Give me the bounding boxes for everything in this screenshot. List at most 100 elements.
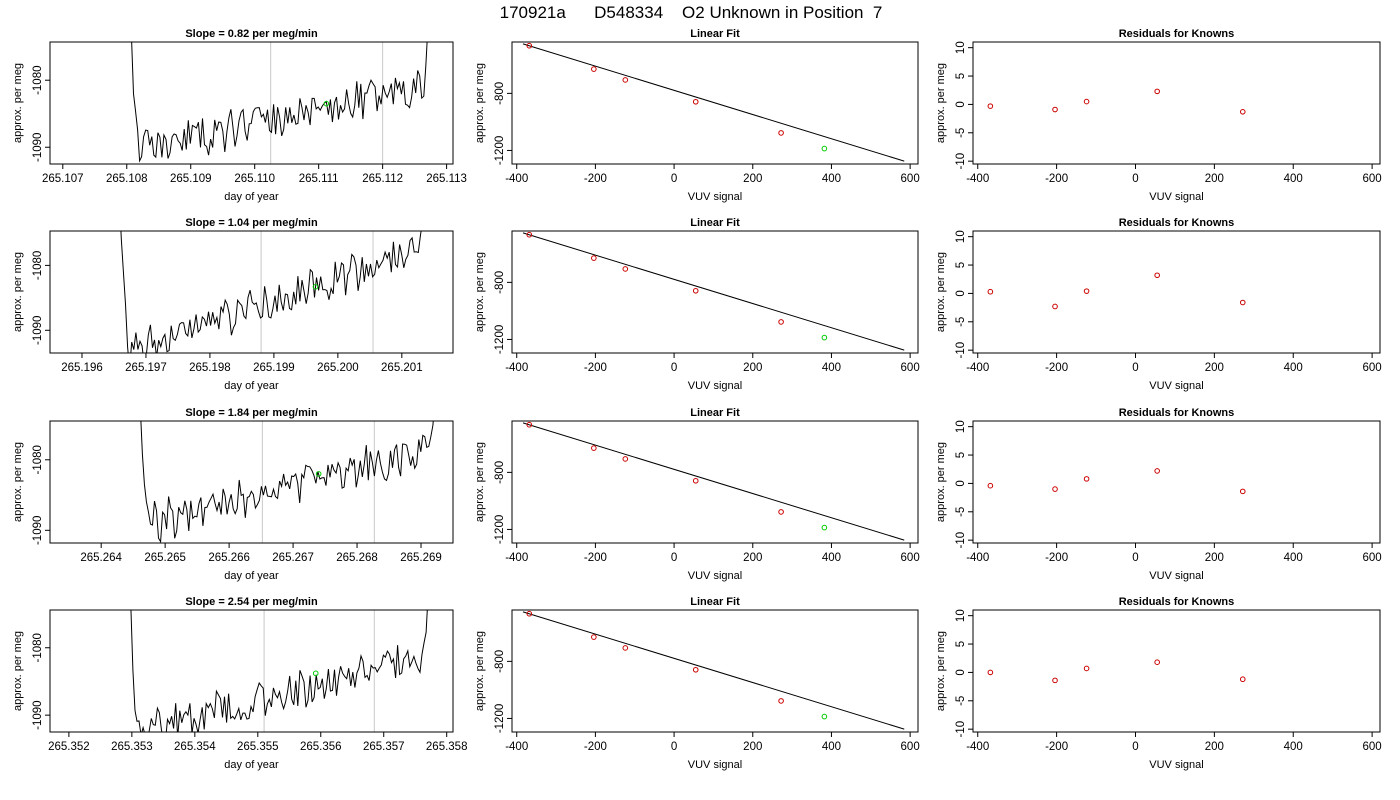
x-tick-label: 400 xyxy=(1284,741,1303,753)
x-tick-label: 600 xyxy=(1363,552,1382,564)
plot-area xyxy=(131,42,428,164)
x-tick-label: 200 xyxy=(1205,741,1224,753)
known-point-0 xyxy=(526,610,533,617)
panel-r1-c1: Linear Fit -400 -200 0 200 400 600 -800 -1200 VUV… xyxy=(474,217,920,392)
x-tick-label: -200 xyxy=(584,362,607,374)
trace-line xyxy=(130,610,428,732)
y-axis-label: approx. per meg xyxy=(12,631,24,711)
unknown-marker xyxy=(312,284,319,290)
x-tick-label: 0 xyxy=(1132,362,1138,374)
trace-line xyxy=(131,42,428,163)
panel-title: Linear Fit xyxy=(690,28,740,40)
y-tick-label: -1080 xyxy=(32,65,44,94)
plot-frame xyxy=(972,230,1381,354)
x-tick-label: 265.109 xyxy=(170,173,212,185)
x-tick-label: 265.352 xyxy=(48,741,90,753)
panel-title: Linear Fit xyxy=(690,407,740,419)
plot-area xyxy=(522,610,905,730)
x-tick-label: 0 xyxy=(671,362,677,374)
panel-r3-c2: Residuals for Knowns -400 -200 0 200 400 600 10… xyxy=(935,596,1382,771)
x-tick-label: -200 xyxy=(1045,741,1068,753)
x-tick-label: 265.110 xyxy=(234,173,275,185)
panel-title: Slope = 1.04 per meg/min xyxy=(185,217,318,229)
x-tick-label: 400 xyxy=(1284,362,1303,374)
plot-area xyxy=(522,421,905,541)
x-tick-label: -200 xyxy=(584,552,607,564)
x-axis-label: day of year xyxy=(224,759,279,771)
plot-frame xyxy=(511,609,919,733)
y-tick-label: -1090 xyxy=(32,133,44,162)
y-tick-label: -10 xyxy=(955,342,967,359)
y-tick-label: 5 xyxy=(955,73,967,79)
y-tick-label: 10 xyxy=(955,609,967,622)
y-tick-label: 0 xyxy=(955,669,967,675)
x-tick-label: 265.264 xyxy=(80,552,122,564)
x-tick-label: -400 xyxy=(966,741,989,753)
fit-line xyxy=(522,43,905,162)
plot-frame xyxy=(49,41,454,165)
plot-frame xyxy=(511,420,919,544)
y-tick-label: 0 xyxy=(955,480,967,486)
x-tick-label: 200 xyxy=(743,173,762,185)
panel-title: Residuals for Knowns xyxy=(1119,596,1235,608)
x-tick-label: -400 xyxy=(505,741,528,753)
page-title: 170921a D548334 O2 Unknown in Position 7 xyxy=(500,3,883,22)
fit-line xyxy=(522,232,905,351)
x-tick-label: 265.268 xyxy=(336,552,378,564)
x-tick-label: 265.196 xyxy=(61,362,103,374)
panel-title: Linear Fit xyxy=(690,217,740,229)
known-point-4 xyxy=(1239,299,1246,306)
x-tick-label: -400 xyxy=(966,362,989,374)
x-axis-label: VUV signal xyxy=(1149,380,1203,392)
x-tick-label: -400 xyxy=(505,552,528,564)
x-tick-label: 265.197 xyxy=(125,362,167,374)
x-axis-label: day of year xyxy=(224,570,279,582)
unknown-point xyxy=(821,713,828,720)
y-tick-label: -1090 xyxy=(32,316,44,345)
x-tick-label: 265.353 xyxy=(111,741,153,753)
x-tick-label: 600 xyxy=(1363,173,1382,185)
x-tick-label: 265.355 xyxy=(237,741,279,753)
x-tick-label: 400 xyxy=(1284,173,1303,185)
unknown-marker xyxy=(315,471,322,477)
unknown-point xyxy=(821,334,828,341)
x-axis-label: VUV signal xyxy=(1149,570,1203,582)
x-tick-label: 265.269 xyxy=(400,552,442,564)
y-tick-label: -5 xyxy=(955,128,967,138)
x-tick-label: 0 xyxy=(1132,552,1138,564)
panel-title: Residuals for Knowns xyxy=(1119,28,1235,40)
x-tick-label: -200 xyxy=(1045,173,1068,185)
known-point-3 xyxy=(1154,88,1160,95)
x-tick-label: 0 xyxy=(671,173,677,185)
x-tick-label: 400 xyxy=(1284,552,1303,564)
x-tick-label: 265.267 xyxy=(272,552,314,564)
panel-r1-c2: Residuals for Knowns -400 -200 0 200 400 600 10… xyxy=(935,217,1382,392)
plot-area xyxy=(987,659,1246,684)
y-tick-label: -5 xyxy=(955,507,967,517)
panel-grid: Slope = 0.82 per meg/min 265.107 265.108 26… xyxy=(12,28,1382,771)
y-tick-label: 5 xyxy=(955,641,967,647)
x-tick-label: 0 xyxy=(671,552,677,564)
known-point-1 xyxy=(591,66,597,72)
plot-frame xyxy=(49,230,454,354)
x-axis-label: VUV signal xyxy=(688,759,742,771)
known-point-1 xyxy=(1052,303,1058,310)
x-tick-label: 265.199 xyxy=(253,362,295,374)
known-point-1 xyxy=(1052,486,1058,492)
x-tick-label: 265.200 xyxy=(317,362,359,374)
plot-frame xyxy=(972,420,1381,544)
plot-area xyxy=(140,421,434,543)
plot-area xyxy=(130,610,428,732)
x-tick-label: 200 xyxy=(1205,552,1224,564)
plot-frame xyxy=(511,230,919,354)
x-axis-label: VUV signal xyxy=(688,380,742,392)
y-tick-label: -800 xyxy=(494,82,506,105)
x-tick-label: 265.198 xyxy=(189,362,231,374)
x-tick-label: 400 xyxy=(822,362,841,374)
plot-frame xyxy=(511,41,919,165)
x-tick-label: 265.357 xyxy=(363,741,405,753)
x-tick-label: 265.112 xyxy=(362,173,403,185)
y-tick-label: 10 xyxy=(955,41,967,54)
y-axis-label: approx. per meg xyxy=(12,63,24,143)
known-point-1 xyxy=(591,445,597,451)
